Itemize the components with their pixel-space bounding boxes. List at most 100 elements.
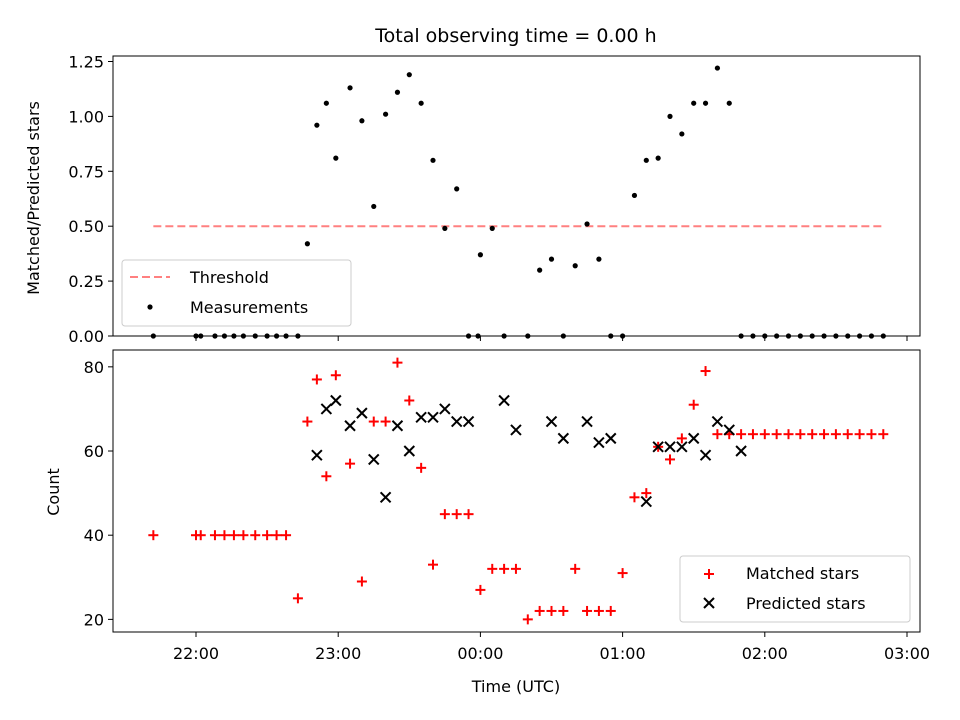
measurement-point xyxy=(845,333,851,339)
measurement-point xyxy=(359,118,365,124)
matched-star-point xyxy=(404,395,415,406)
predicted-star-stroke-b xyxy=(510,424,522,436)
matched-star-point xyxy=(416,462,427,473)
measurement-point xyxy=(726,100,732,106)
measurement-point xyxy=(785,333,792,339)
matched-star-point xyxy=(546,605,557,616)
matched-star-point xyxy=(195,530,206,541)
xtick-label: 02:00 xyxy=(742,644,788,663)
legend-measurements-label: Measurements xyxy=(190,298,308,317)
measurement-point xyxy=(477,252,483,258)
matched-star-point xyxy=(558,605,569,616)
top-ytick-label: 0.75 xyxy=(68,162,104,181)
measurement-point xyxy=(314,122,320,128)
legend-predicted-swatch-b xyxy=(703,597,715,609)
measurement-point xyxy=(347,85,353,91)
measurement-point xyxy=(465,333,472,339)
predicted-star-point xyxy=(557,432,570,445)
predicted-star-stroke-b xyxy=(723,424,735,436)
matched-star-point xyxy=(262,530,273,541)
measurement-point xyxy=(655,155,661,161)
predicted-star-stroke-b xyxy=(403,445,416,457)
xtick-label: 03:00 xyxy=(884,644,930,663)
xtick-label: 22:00 xyxy=(173,644,219,663)
matched-star-point xyxy=(356,576,367,587)
predicted-star-point xyxy=(368,453,380,466)
measurement-point xyxy=(264,333,270,339)
legend-matched-label: Matched stars xyxy=(746,564,859,583)
legend-predicted-label: Predicted stars xyxy=(746,594,866,613)
top-ylabel: Matched/Predicted stars xyxy=(24,101,43,295)
predicted-star-point xyxy=(581,415,593,428)
predicted-star-point xyxy=(723,424,735,436)
measurement-point xyxy=(193,333,199,339)
matched-star-point xyxy=(854,429,865,440)
legend-threshold-label: Threshold xyxy=(189,268,269,287)
predicted-star-point xyxy=(450,415,463,428)
bottom-legend-box xyxy=(679,555,911,623)
measurement-point xyxy=(383,111,389,117)
matched-star-point xyxy=(238,530,249,541)
measurement-point xyxy=(489,225,495,231)
bottom-ytick-label: 20 xyxy=(84,610,104,629)
matched-star-point xyxy=(250,530,261,541)
top-panel: 0.00 0.25 0.50 0.75 1.00 1.25 Threshold Measure… xyxy=(68,52,921,346)
measurement-point xyxy=(833,333,839,339)
matched-star-point xyxy=(321,471,332,482)
predicted-star-stroke-b xyxy=(311,449,323,461)
predicted-star-stroke-b xyxy=(652,441,664,453)
predicted-star-point xyxy=(344,420,356,432)
bottom-axes-frame xyxy=(112,349,921,633)
top-ytick-label: 1.00 xyxy=(68,107,104,126)
matched-star-point xyxy=(582,605,593,616)
chart-title: Total observing time = 0.00 h xyxy=(374,25,656,47)
matched-star-point xyxy=(292,593,303,604)
measurement-point xyxy=(738,333,744,339)
matched-star-point xyxy=(712,429,723,440)
matched-star-point xyxy=(487,563,498,574)
bottom-ylabel: Count xyxy=(44,468,63,516)
measurement-point xyxy=(394,89,401,95)
top-axes-frame xyxy=(112,55,921,337)
predicted-star-point xyxy=(735,445,747,457)
matched-star-point xyxy=(771,429,782,440)
xtick-label: 23:00 xyxy=(315,644,361,663)
xtick-label: 01:00 xyxy=(600,644,646,663)
matched-star-point xyxy=(271,530,282,541)
predicted-star-stroke-b xyxy=(498,394,510,407)
predicted-star-point xyxy=(330,394,342,407)
matched-star-point xyxy=(281,530,292,541)
measurement-point xyxy=(809,333,815,339)
measurement-point xyxy=(620,333,626,339)
measurement-point xyxy=(714,65,721,71)
matched-star-point xyxy=(228,530,239,541)
measurement-point xyxy=(608,333,614,339)
matched-star-point xyxy=(345,458,356,469)
measurement-point xyxy=(560,333,566,339)
measurement-point xyxy=(430,157,436,163)
measurement-point xyxy=(371,203,377,210)
predicted-star-point xyxy=(311,449,323,461)
predicted-star-point xyxy=(593,436,605,449)
measurement-point xyxy=(667,113,673,119)
measurement-point xyxy=(252,333,258,339)
measurement-point xyxy=(702,100,709,106)
predicted-star-point xyxy=(605,432,617,445)
measurement-point xyxy=(442,225,448,231)
matched-star-point xyxy=(736,429,747,440)
measurement-point xyxy=(150,333,156,339)
bottom-ytick-label: 40 xyxy=(84,526,104,545)
xtick-label: 00:00 xyxy=(457,644,503,663)
predicted-star-stroke-b xyxy=(545,415,558,428)
top-ytick-label: 0.25 xyxy=(68,272,104,291)
matched-star-point xyxy=(380,416,391,427)
predicted-star-stroke-b xyxy=(711,415,724,428)
measurement-point xyxy=(548,256,555,262)
bottom-panel: 20 40 60 80 22:00 23:00 00:00 01:00 02:00 03:00 Ma… xyxy=(84,349,930,663)
measurement-point xyxy=(774,333,780,339)
measurement-point xyxy=(231,333,237,339)
measurement-point xyxy=(295,333,301,339)
predicted-star-stroke-b xyxy=(581,415,593,428)
measurement-point xyxy=(868,333,875,339)
predicted-star-stroke-b xyxy=(439,403,451,415)
